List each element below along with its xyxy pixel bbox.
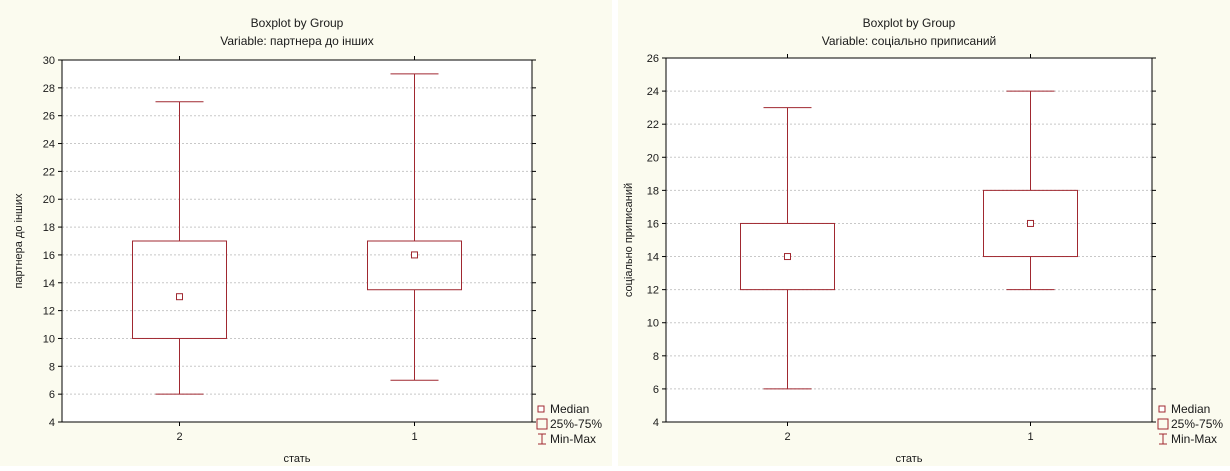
x-axis-label: стать: [895, 453, 922, 465]
y-tick-label: 24: [43, 139, 55, 151]
y-tick-label: 30: [43, 55, 55, 67]
y-tick-label: 24: [647, 86, 659, 98]
y-tick-label: 6: [49, 389, 55, 401]
y-tick-label: 26: [43, 111, 55, 123]
legend-whisker-label: Min-Max: [550, 432, 596, 446]
chart-title: Boxplot by Group: [863, 16, 956, 30]
y-tick-label: 28: [43, 83, 55, 95]
chart-subtitle: Variable: партнера до інших: [220, 34, 374, 48]
y-tick-label: 20: [647, 152, 659, 164]
y-tick-label: 10: [647, 318, 659, 330]
y-tick-label: 26: [647, 53, 659, 65]
y-tick-label: 8: [653, 351, 659, 363]
legend-box-label: 25%-75%: [550, 417, 602, 431]
boxplot-chart-left: Boxplot by Group Variable: партнера до ін…: [0, 0, 612, 466]
x-tick-label: 2: [784, 431, 790, 443]
y-tick-label: 16: [43, 250, 55, 262]
y-tick-label: 16: [647, 218, 659, 230]
legend-box-symbol: [1157, 418, 1169, 430]
x-tick-label: 1: [1027, 431, 1033, 443]
x-tick-label: 1: [411, 431, 417, 443]
y-tick-label: 18: [43, 222, 55, 234]
x-tick-label: 2: [176, 431, 182, 443]
boxplot-chart-right: Boxplot by Group Variable: соціально прип…: [618, 0, 1230, 466]
legend-median-label: Median: [550, 402, 589, 416]
box-group-1: [983, 90, 1078, 291]
y-tick-label: 10: [43, 333, 55, 345]
median-marker: [176, 293, 183, 301]
legend-median-label: Median: [1171, 402, 1210, 416]
y-axis-label: партнера до інших: [13, 193, 25, 289]
y-tick-label: 20: [43, 194, 55, 206]
x-axis-label: стать: [283, 453, 310, 465]
legend-box-symbol: [536, 418, 548, 430]
y-tick-label: 6: [653, 384, 659, 396]
plot-frame: [61, 59, 533, 423]
box-group-2: [740, 107, 835, 390]
iqr-box: [740, 222, 835, 291]
boxplot-panel-right: Boxplot by Group Variable: соціально прип…: [618, 0, 1230, 466]
y-axis-label: соціально приписаний: [623, 183, 635, 297]
y-tick-label: 4: [653, 417, 659, 429]
iqr-box: [132, 240, 227, 339]
y-tick-label: 12: [647, 285, 659, 297]
y-tick-label: 12: [43, 306, 55, 318]
y-tick-label: 14: [647, 252, 659, 264]
median-marker: [411, 251, 418, 259]
y-tick-label: 18: [647, 185, 659, 197]
plot-area: [666, 58, 1152, 422]
legend-box-label: 25%-75%: [1171, 417, 1223, 431]
legend-median-symbol: [537, 405, 545, 413]
box-group-2: [132, 101, 227, 395]
legend-whisker-label: Min-Max: [1171, 432, 1217, 446]
y-tick-label: 14: [43, 278, 55, 290]
median-marker: [784, 253, 791, 261]
y-tick-label: 22: [647, 119, 659, 131]
chart-title: Boxplot by Group: [251, 16, 344, 30]
box-group-1: [367, 73, 462, 381]
chart-subtitle: Variable: соціально приписаний: [822, 34, 997, 48]
y-tick-label: 4: [49, 417, 55, 429]
y-tick-label: 22: [43, 166, 55, 178]
legend-median-symbol: [1158, 405, 1166, 413]
median-marker: [1027, 219, 1034, 227]
iqr-box: [983, 189, 1078, 258]
boxplot-panel-left: Boxplot by Group Variable: партнера до ін…: [0, 0, 612, 466]
plot-frame: [665, 57, 1153, 423]
y-tick-label: 8: [49, 361, 55, 373]
iqr-box: [367, 240, 462, 291]
